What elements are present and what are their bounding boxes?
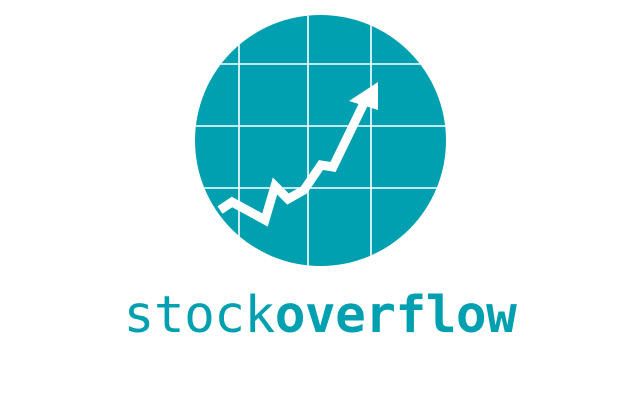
rising-trend-arrow-icon [217, 82, 378, 227]
rising-chart-globe-icon [195, 15, 446, 266]
brand-name-bold: overflow [274, 286, 517, 345]
globe-circle [195, 15, 446, 266]
chart-grid [195, 15, 446, 266]
brand-name-light: stock [123, 286, 276, 345]
brand-wordmark: stockoverflow [0, 281, 640, 351]
